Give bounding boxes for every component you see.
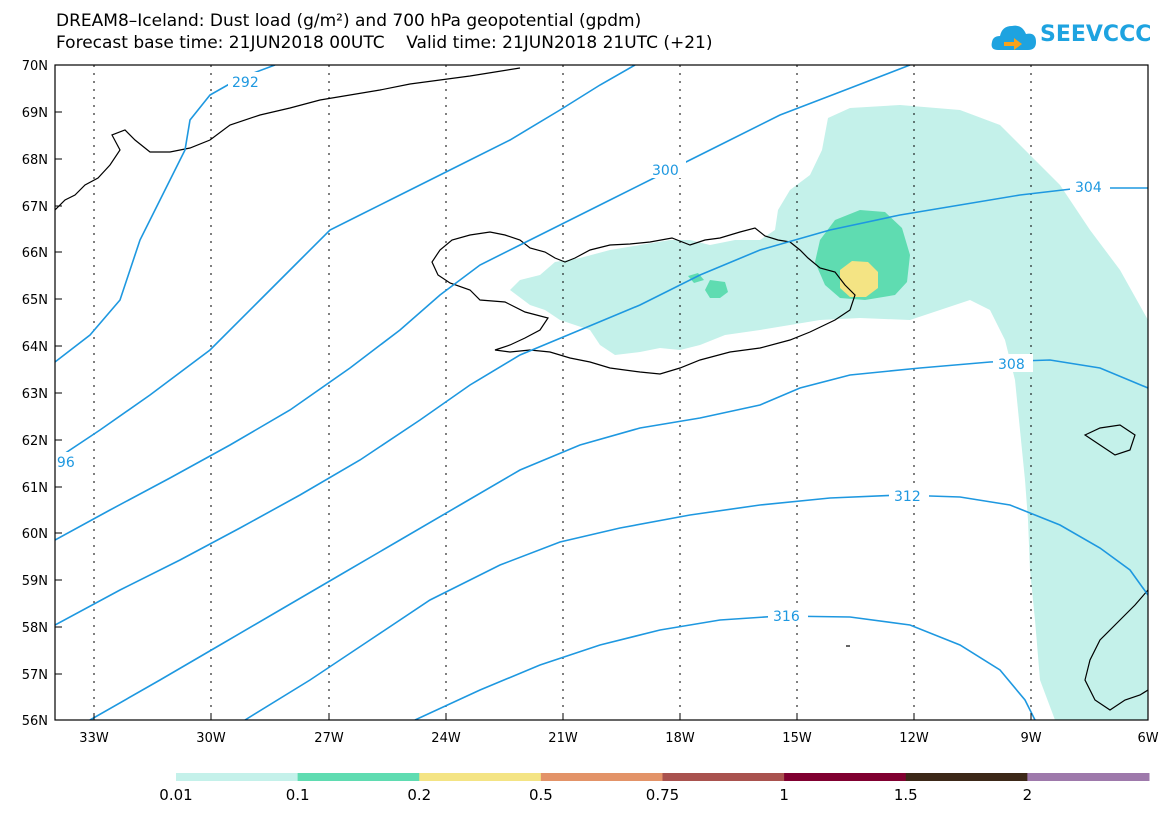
contour-304 [55,187,1148,626]
contour-300 [55,65,911,541]
map-title: DREAM8–Iceland: Dust load (g/m²) and 700… [56,11,642,31]
lat-label: 63N [22,387,48,402]
lat-label: 59N [22,574,48,589]
lon-label: 15W [782,731,812,746]
lat-label: 57N [22,668,48,683]
lon-label: 12W [899,731,929,746]
faroe-coast [1083,424,1136,456]
lon-label: 27W [314,731,344,746]
colorbar-tick-label: 0.5 [528,786,553,804]
colorbar-tick-label: 0.1 [285,786,310,804]
lat-label: 62N [22,434,48,449]
colorbar-tick-label: 0.2 [407,786,432,804]
lon-label: 21W [548,731,578,746]
lon-label: 24W [431,731,461,746]
lon-label: 30W [196,731,226,746]
map-subtitle: Forecast base time: 21JUN2018 00UTC Vali… [56,33,713,53]
dust-area-0.01 [510,105,1148,720]
contour-label-308: 308 [998,357,1025,373]
contour-label-300: 300 [652,163,679,179]
map-area: 292 296 300 304 308 312 316 [48,65,1148,720]
greenland-coast [55,67,521,211]
cloud-logo-icon [991,25,1036,50]
contour-292 [55,65,276,363]
lat-label: 68N [22,153,48,168]
contour-296 [55,65,636,461]
contour-308 [89,359,1148,720]
colorbar-segment [176,773,299,781]
lat-label: 58N [22,621,48,636]
colorbar-tick-label: 1 [779,786,789,804]
colorbar-tick-label: 0.75 [645,786,680,804]
lat-label: 69N [22,106,48,121]
lat-label: 70N [22,59,48,74]
longitude-axis: 33W 30W 27W 24W 21W 18W 15W 12W 9W 6W [79,713,1159,746]
lat-label: 61N [22,481,48,496]
contour-label-304: 304 [1075,180,1102,196]
contour-label-316: 316 [773,609,800,625]
geopotential-contours [55,65,1148,720]
latitude-axis: 70N 69N 68N 67N 66N 65N 64N 63N 62N 61N … [22,59,62,729]
lon-label: 33W [79,731,109,746]
contour-label-296: 296 [48,455,75,471]
colorbar [176,773,1150,781]
colorbar-segment [540,773,663,781]
iceland-coast [431,227,856,375]
lat-label: 60N [22,527,48,542]
lat-label: 64N [22,340,48,355]
colorbar-segment [419,773,542,781]
contour-316 [414,615,1036,720]
lon-label: 6W [1137,731,1158,746]
lon-label: 9W [1020,731,1041,746]
colorbar-tick-label: 2 [1022,786,1033,804]
colorbar-segment [1027,773,1150,781]
colorbar-segment [662,773,785,781]
lat-label: 65N [22,293,48,308]
lat-label: 67N [22,200,48,215]
contour-labels: 292 296 300 304 308 312 316 [48,72,1110,625]
contour-312 [244,494,1148,720]
dust-area-0.2 [840,261,878,297]
colorbar-tick-label: 0.01 [159,786,193,804]
seevccc-logo-text: SEEVCCC [1040,22,1152,47]
colorbar-segment [297,773,420,781]
colorbar-segment [905,773,1028,781]
lon-label: 18W [665,731,695,746]
lat-label: 56N [22,714,48,729]
lat-label: 66N [22,246,48,261]
colorbar-tick-label: 1.5 [893,786,918,804]
scotland-coast [1084,589,1148,711]
contour-label-312: 312 [894,489,921,505]
coastlines [55,67,1148,711]
contour-label-292: 292 [232,75,259,91]
colorbar-segment [784,773,907,781]
